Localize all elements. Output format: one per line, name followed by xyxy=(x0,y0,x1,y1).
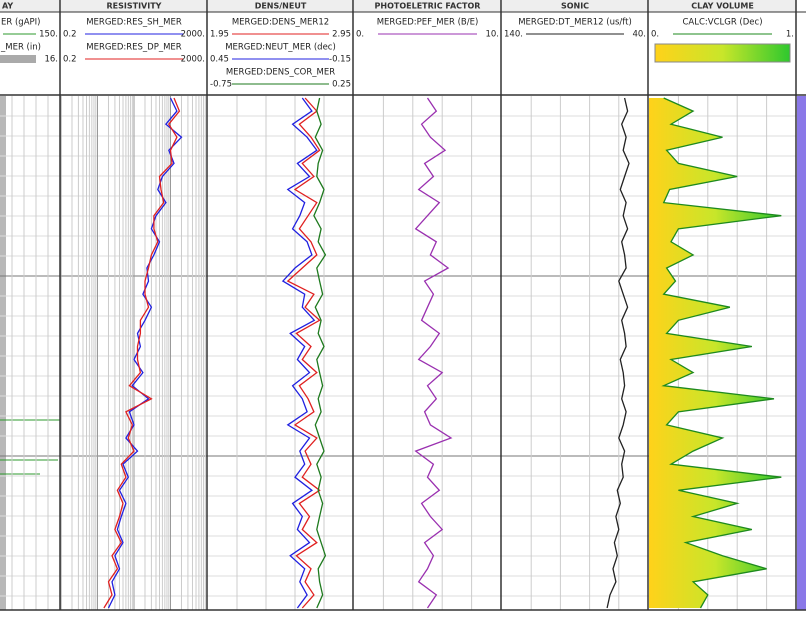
clay-fill xyxy=(649,98,782,608)
curve-name: MERGED:DENS_MER12 xyxy=(232,18,329,28)
caliper-fill xyxy=(0,96,6,610)
track-title: RESISTIVITY xyxy=(107,2,162,11)
track-title-bg xyxy=(0,0,60,12)
track-title-bg xyxy=(61,0,207,12)
scale-right: 2.95 xyxy=(332,30,351,40)
scale-right: 2000. xyxy=(181,30,205,40)
scale-right: 16. xyxy=(44,55,58,65)
track-title: CLAY VOLUME xyxy=(691,2,754,11)
track-title: SONIC xyxy=(561,2,589,11)
scale-right: 10. xyxy=(485,30,499,40)
scale-left: 0.45 xyxy=(210,55,229,65)
curve-name: CALC:VCLGR (Dec) xyxy=(682,18,762,28)
track-title-bg xyxy=(354,0,501,12)
scale-right: 150. xyxy=(39,30,58,40)
track-title-bg xyxy=(502,0,648,12)
track-title-bg xyxy=(649,0,796,12)
curve-name: ER (gAPI) xyxy=(1,18,40,28)
scale-left: 0.2 xyxy=(63,30,77,40)
curve xyxy=(414,97,453,609)
curve-name: MERGED:DT_MER12 (us/ft) xyxy=(518,18,632,28)
scale-left: 1.95 xyxy=(210,30,229,40)
track-title-bg xyxy=(208,0,353,12)
track-title: DENS/NEUT xyxy=(255,2,307,11)
curve-name: MERGED:DENS_COR_MER xyxy=(226,68,335,78)
scale-left: 0.2 xyxy=(63,55,77,65)
curve xyxy=(606,97,630,609)
track-title: AY xyxy=(2,2,13,11)
track-title: PHOTOELETRIC FACTOR xyxy=(375,2,481,11)
scale-right: 1. xyxy=(786,30,794,40)
curve-name: MERGED:RES_DP_MER xyxy=(86,43,182,53)
curve xyxy=(286,97,321,609)
curve-name: MERGED:NEUT_MER (dec) xyxy=(225,43,336,53)
caliper-swatch xyxy=(0,55,36,63)
scale-left: 0. xyxy=(651,30,659,40)
curve-name: MERGED:RES_SH_MER xyxy=(86,18,182,28)
scale-right: -0.15 xyxy=(329,55,351,65)
curve xyxy=(313,97,327,609)
scale-right: 40. xyxy=(632,30,646,40)
curve xyxy=(103,97,181,609)
scale-left: 140. xyxy=(504,30,523,40)
curve-name: MERGED:PEF_MER (B/E) xyxy=(377,18,479,28)
scale-left: -0.75 xyxy=(210,80,232,90)
curve xyxy=(661,97,782,609)
color-bar xyxy=(654,43,791,63)
lithology-track xyxy=(797,96,806,610)
scale-left: 0. xyxy=(356,30,364,40)
scale-right: 2000. xyxy=(181,55,205,65)
curve-name: _MER (in) xyxy=(0,43,41,53)
curve xyxy=(281,97,318,609)
scale-right: 0.25 xyxy=(332,80,351,90)
